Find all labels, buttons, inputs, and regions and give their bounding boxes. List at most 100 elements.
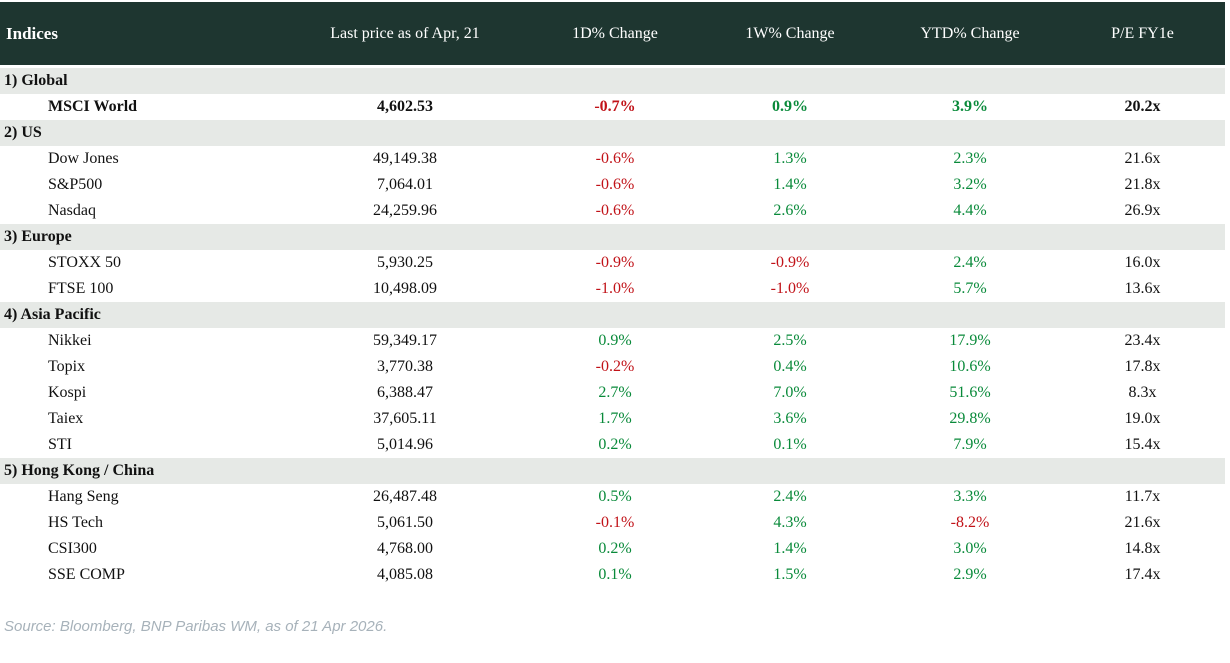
last-price-cell: 5,014.96: [377, 436, 433, 453]
change-1d-cell: -1.0%: [595, 280, 635, 297]
index-row: STOXX 50 5,930.25 -0.9% -0.9% 2.4% 16.0x: [0, 250, 1225, 276]
index-name-cell: STOXX 50: [48, 254, 122, 271]
index-name-cell: Kospi: [48, 384, 87, 401]
table-header-row: Indices Last price as of Apr, 21 1D% Cha…: [0, 2, 1225, 65]
index-row: Nasdaq 24,259.96 -0.6% 2.6% 4.4% 26.9x: [0, 198, 1225, 224]
index-row: S&P500 7,064.01 -0.6% 1.4% 3.2% 21.8x: [0, 172, 1225, 198]
change-1w-cell: 2.5%: [773, 332, 807, 349]
index-row: Dow Jones 49,149.38 -0.6% 1.3% 2.3% 21.6x: [0, 146, 1225, 172]
change-1d-cell: 2.7%: [598, 384, 632, 401]
pe-fy1e-cell: 16.0x: [1124, 254, 1161, 271]
section-header-row: 5) Hong Kong / China: [0, 458, 1225, 484]
last-price-cell: 7,064.01: [377, 176, 433, 193]
section-header-row: 3) Europe: [0, 224, 1225, 250]
column-header-pe-fy1e: P/E FY1e: [1111, 24, 1174, 42]
pe-fy1e-cell: 15.4x: [1124, 436, 1161, 453]
index-row: Topix 3,770.38 -0.2% 0.4% 10.6% 17.8x: [0, 354, 1225, 380]
column-header-1w-change: 1W% Change: [745, 24, 835, 42]
index-row: MSCI World 4,602.53 -0.7% 0.9% 3.9% 20.2x: [0, 94, 1225, 120]
index-name-cell: Topix: [48, 358, 86, 375]
last-price-cell: 6,388.47: [377, 384, 433, 401]
column-header-last-price: Last price as of Apr, 21: [330, 24, 480, 42]
change-1w-cell: 7.0%: [773, 384, 807, 401]
change-ytd-cell: 7.9%: [953, 436, 987, 453]
change-1w-cell: 0.4%: [773, 358, 807, 375]
change-1d-cell: -0.6%: [595, 202, 635, 219]
source-note: Source: Bloomberg, BNP Paribas WM, as of…: [4, 618, 388, 635]
pe-fy1e-cell: 17.8x: [1124, 358, 1161, 375]
change-ytd-cell: 2.9%: [953, 566, 987, 583]
last-price-cell: 4,085.08: [377, 566, 433, 583]
column-header-indices: Indices: [6, 23, 58, 43]
index-row: Kospi 6,388.47 2.7% 7.0% 51.6% 8.3x: [0, 380, 1225, 406]
index-name-cell: Taiex: [48, 410, 84, 427]
change-1d-cell: -0.2%: [595, 358, 635, 375]
change-1d-cell: -0.7%: [594, 98, 636, 115]
change-1d-cell: 0.5%: [598, 488, 632, 505]
index-row: CSI300 4,768.00 0.2% 1.4% 3.0% 14.8x: [0, 536, 1225, 562]
pe-fy1e-cell: 21.6x: [1124, 514, 1161, 531]
change-1d-cell: 0.2%: [598, 540, 632, 557]
section-header-row: 1) Global: [0, 68, 1225, 94]
pe-fy1e-cell: 23.4x: [1124, 332, 1161, 349]
index-name-cell: HS Tech: [48, 514, 104, 531]
change-1d-cell: 1.7%: [598, 410, 632, 427]
pe-fy1e-cell: 21.8x: [1124, 176, 1161, 193]
last-price-cell: 3,770.38: [377, 358, 433, 375]
change-ytd-cell: 3.9%: [952, 98, 988, 115]
table-body: 1) Global MSCI World 4,602.53 -0.7% 0.9% 3.9%…: [0, 68, 1225, 588]
index-row: Hang Seng 26,487.48 0.5% 2.4% 3.3% 11.7x: [0, 484, 1225, 510]
section-header-row: 2) US: [0, 120, 1225, 146]
change-1w-cell: -0.9%: [770, 254, 810, 271]
change-1w-cell: 1.4%: [773, 176, 807, 193]
section-header-row: 4) Asia Pacific: [0, 302, 1225, 328]
last-price-cell: 4,602.53: [377, 98, 433, 115]
change-1w-cell: 1.5%: [773, 566, 807, 583]
change-ytd-cell: 51.6%: [949, 384, 991, 401]
last-price-cell: 10,498.09: [373, 280, 437, 297]
pe-fy1e-cell: 20.2x: [1124, 98, 1161, 115]
index-name-cell: Nikkei: [48, 332, 92, 349]
last-price-cell: 26,487.48: [373, 488, 437, 505]
change-ytd-cell: 2.3%: [953, 150, 987, 167]
index-name-cell: CSI300: [48, 540, 97, 557]
change-ytd-cell: 17.9%: [949, 332, 991, 349]
index-row: SSE COMP 4,085.08 0.1% 1.5% 2.9% 17.4x: [0, 562, 1225, 588]
indices-table: Indices Last price as of Apr, 21 1D% Cha…: [0, 2, 1225, 635]
index-row: STI 5,014.96 0.2% 0.1% 7.9% 15.4x: [0, 432, 1225, 458]
change-1w-cell: 4.3%: [773, 514, 807, 531]
change-1w-cell: -1.0%: [770, 280, 810, 297]
change-1w-cell: 3.6%: [773, 410, 807, 427]
change-1w-cell: 2.4%: [773, 488, 807, 505]
index-name-cell: STI: [48, 436, 72, 453]
change-1d-cell: 0.2%: [598, 436, 632, 453]
index-row: FTSE 100 10,498.09 -1.0% -1.0% 5.7% 13.6x: [0, 276, 1225, 302]
pe-fy1e-cell: 17.4x: [1124, 566, 1161, 583]
last-price-cell: 24,259.96: [373, 202, 437, 219]
change-1d-cell: -0.6%: [595, 150, 635, 167]
index-row: Taiex 37,605.11 1.7% 3.6% 29.8% 19.0x: [0, 406, 1225, 432]
change-1d-cell: 0.9%: [598, 332, 632, 349]
pe-fy1e-cell: 8.3x: [1128, 384, 1157, 401]
change-ytd-cell: 5.7%: [953, 280, 987, 297]
index-name-cell: S&P500: [48, 176, 103, 193]
last-price-cell: 59,349.17: [373, 332, 437, 349]
pe-fy1e-cell: 14.8x: [1124, 540, 1161, 557]
index-row: HS Tech 5,061.50 -0.1% 4.3% -8.2% 21.6x: [0, 510, 1225, 536]
change-ytd-cell: -8.2%: [950, 514, 990, 531]
change-ytd-cell: 3.3%: [953, 488, 987, 505]
change-ytd-cell: 4.4%: [953, 202, 987, 219]
pe-fy1e-cell: 11.7x: [1124, 488, 1161, 505]
change-1w-cell: 1.3%: [773, 150, 807, 167]
last-price-cell: 4,768.00: [377, 540, 433, 557]
index-name-cell: FTSE 100: [48, 280, 114, 297]
change-ytd-cell: 3.2%: [953, 176, 987, 193]
change-1d-cell: -0.1%: [595, 514, 635, 531]
pe-fy1e-cell: 19.0x: [1124, 410, 1161, 427]
index-row: Nikkei 59,349.17 0.9% 2.5% 17.9% 23.4x: [0, 328, 1225, 354]
index-name-cell: Nasdaq: [48, 202, 96, 219]
change-1w-cell: 0.9%: [772, 98, 808, 115]
change-1d-cell: -0.6%: [595, 176, 635, 193]
change-ytd-cell: 29.8%: [949, 410, 991, 427]
change-ytd-cell: 3.0%: [953, 540, 987, 557]
